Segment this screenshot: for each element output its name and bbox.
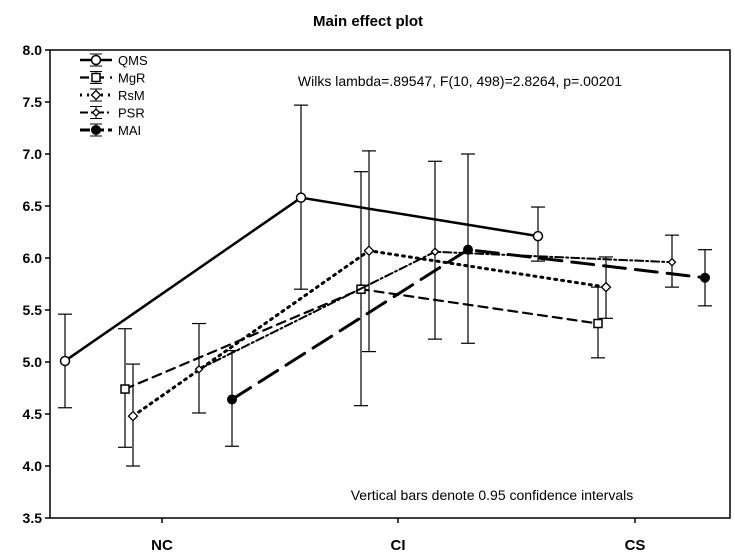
- y-tick-label: 6.0: [23, 250, 43, 266]
- y-tick-label: 4.0: [23, 458, 43, 474]
- legend-label: RsM: [118, 88, 145, 103]
- data-point: [127, 410, 139, 422]
- y-tick-label: 5.5: [23, 302, 43, 318]
- x-tick-label: NC: [151, 537, 173, 554]
- stats-annotation: Wilks lambda=.89547, F(10, 498)=2.8264, …: [298, 73, 622, 89]
- series-line: [230, 248, 707, 401]
- x-tick-label: CS: [625, 537, 646, 554]
- legend-marker: [91, 72, 101, 83]
- legend: QMS MgR RsM PSR MAI: [80, 53, 148, 138]
- legend-item-qms: QMS: [80, 53, 148, 68]
- series-rsm: [126, 150, 613, 467]
- data-point: [430, 247, 440, 257]
- legend-marker: [91, 125, 101, 135]
- x-tick-label: CI: [391, 537, 406, 554]
- data-point: [295, 192, 307, 203]
- ci-note: Vertical bars denote 0.95 confidence int…: [351, 487, 634, 503]
- legend-label: MAI: [118, 123, 141, 138]
- data-point: [600, 281, 612, 293]
- series-layer: [58, 104, 712, 467]
- y-tick-label: 6.5: [23, 198, 43, 214]
- legend-marker: [90, 89, 102, 101]
- y-tick-label: 5.0: [23, 354, 43, 370]
- data-point: [59, 355, 71, 367]
- legend-marker: [90, 54, 102, 66]
- y-tick-label: 8.0: [23, 42, 43, 58]
- data-point: [593, 318, 603, 329]
- data-point: [227, 394, 237, 405]
- chart-title: Main effect plot: [313, 13, 423, 30]
- data-point: [120, 384, 130, 394]
- series-mai: [225, 153, 712, 447]
- legend-item-mai: MAI: [80, 123, 141, 138]
- data-point: [463, 244, 473, 255]
- legend-label: PSR: [118, 106, 145, 121]
- data-point: [194, 364, 204, 374]
- data-point: [700, 272, 710, 283]
- data-point: [667, 257, 677, 267]
- legend-item-mgr: MgR: [80, 71, 145, 86]
- legend-label: QMS: [118, 53, 148, 68]
- plot-area: [49, 49, 731, 519]
- legend-item-psr: PSR: [80, 106, 145, 121]
- data-point: [532, 230, 544, 242]
- series-psr: [192, 160, 679, 414]
- y-tick-label: 4.5: [23, 406, 43, 422]
- y-tick-label: 7.5: [23, 94, 43, 110]
- y-tick-label: 7.0: [23, 146, 43, 162]
- legend-marker: [91, 108, 101, 117]
- y-tick-label: 3.5: [23, 510, 43, 526]
- series-mgr: [118, 171, 605, 448]
- series-qms: [58, 104, 545, 409]
- data-point: [363, 245, 375, 257]
- x-axis: NC CI CS: [151, 518, 645, 554]
- legend-item-rsm: RsM: [80, 88, 145, 103]
- legend-label: MgR: [118, 71, 145, 86]
- y-axis: 3.5 4.0 4.5 5.0 5.5 6.0 6.5 7.0 7.5 8.0: [23, 42, 50, 526]
